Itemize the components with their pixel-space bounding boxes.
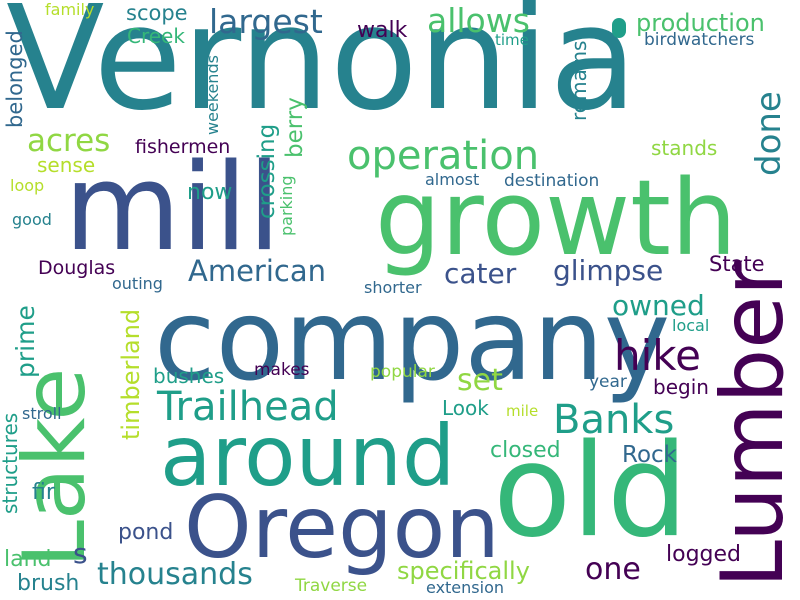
word-now: now: [187, 180, 233, 205]
word-brush: brush: [17, 571, 80, 596]
word-begin: begin: [653, 375, 709, 399]
word-banks: Banks: [553, 397, 675, 443]
word-specifically: specifically: [397, 557, 530, 585]
word-pond: pond: [118, 520, 174, 545]
word-owned: owned: [612, 289, 705, 322]
word-remains: remains: [567, 40, 591, 121]
word-family: family: [45, 0, 95, 19]
word-outing: outing: [112, 274, 163, 293]
word-mill: mill: [64, 139, 281, 278]
word-largest: largest: [209, 2, 323, 41]
word-almost: almost: [425, 170, 480, 189]
word-fishermen: fishermen: [135, 136, 231, 158]
word-scope: scope: [126, 1, 188, 25]
word-lumber: Lumber: [703, 260, 800, 588]
word-shorter: shorter: [364, 278, 422, 297]
word-time: time: [495, 31, 529, 49]
word-creek: Creek: [127, 24, 185, 48]
stray-dot: [612, 18, 626, 38]
word-destination: destination: [504, 171, 600, 191]
word-production: production: [636, 9, 765, 37]
word-prime: prime: [11, 305, 40, 378]
word-state: State: [709, 252, 765, 276]
word-operation: operation: [347, 133, 540, 179]
word-vernonia: Vernonia: [6, 0, 638, 142]
word-berry: berry: [282, 97, 308, 158]
word-sense: sense: [37, 153, 96, 177]
word-american: American: [188, 254, 327, 288]
word-local: local: [672, 316, 710, 335]
word-acres: acres: [27, 123, 111, 159]
word-stroll: stroll: [22, 404, 62, 423]
word-around: around: [160, 407, 456, 505]
word-trailhead: Trailhead: [157, 384, 339, 430]
word-oregon: Oregon: [184, 478, 500, 578]
word-birdwatchers: birdwatchers: [644, 30, 755, 50]
word-stands: stands: [651, 136, 718, 160]
word-loop: loop: [10, 176, 45, 195]
word-parking: parking: [277, 175, 296, 236]
word-timberland: timberland: [117, 308, 145, 440]
word-mile: mile: [506, 402, 539, 420]
word-structures: structures: [0, 412, 22, 514]
word-year: year: [589, 372, 627, 392]
word-glimpse: glimpse: [553, 254, 664, 287]
word-company: company: [154, 276, 671, 406]
word-one: one: [585, 552, 641, 587]
word-land: land: [4, 547, 52, 572]
word-cater: cater: [444, 257, 517, 290]
word-look: Look: [442, 396, 489, 420]
word-douglas: Douglas: [38, 257, 116, 279]
word-thousands: thousands: [97, 557, 253, 592]
word-old: old: [493, 417, 689, 566]
word-crossing: crossing: [254, 123, 280, 219]
word-hike: hike: [614, 331, 701, 380]
word-bushes: bushes: [153, 364, 225, 388]
word-rock: Rock: [622, 442, 677, 468]
word-extension: extension: [426, 578, 504, 597]
word-belonged: belonged: [3, 30, 27, 128]
word-allows: allows: [427, 1, 530, 40]
word-popular: popular: [370, 362, 435, 382]
word-s: s: [73, 537, 88, 570]
word-fir: fir: [32, 480, 55, 505]
word-logged: logged: [666, 542, 742, 567]
word-done: done: [749, 91, 789, 176]
word-walk: walk: [357, 18, 408, 43]
word-weekends: weekends: [203, 55, 222, 135]
word-set: set: [457, 363, 503, 398]
word-traverse: Traverse: [295, 576, 368, 596]
word-makes: makes: [254, 360, 310, 380]
word-closed: closed: [490, 438, 561, 463]
word-good: good: [12, 210, 52, 229]
word-growth: growth: [375, 157, 737, 279]
